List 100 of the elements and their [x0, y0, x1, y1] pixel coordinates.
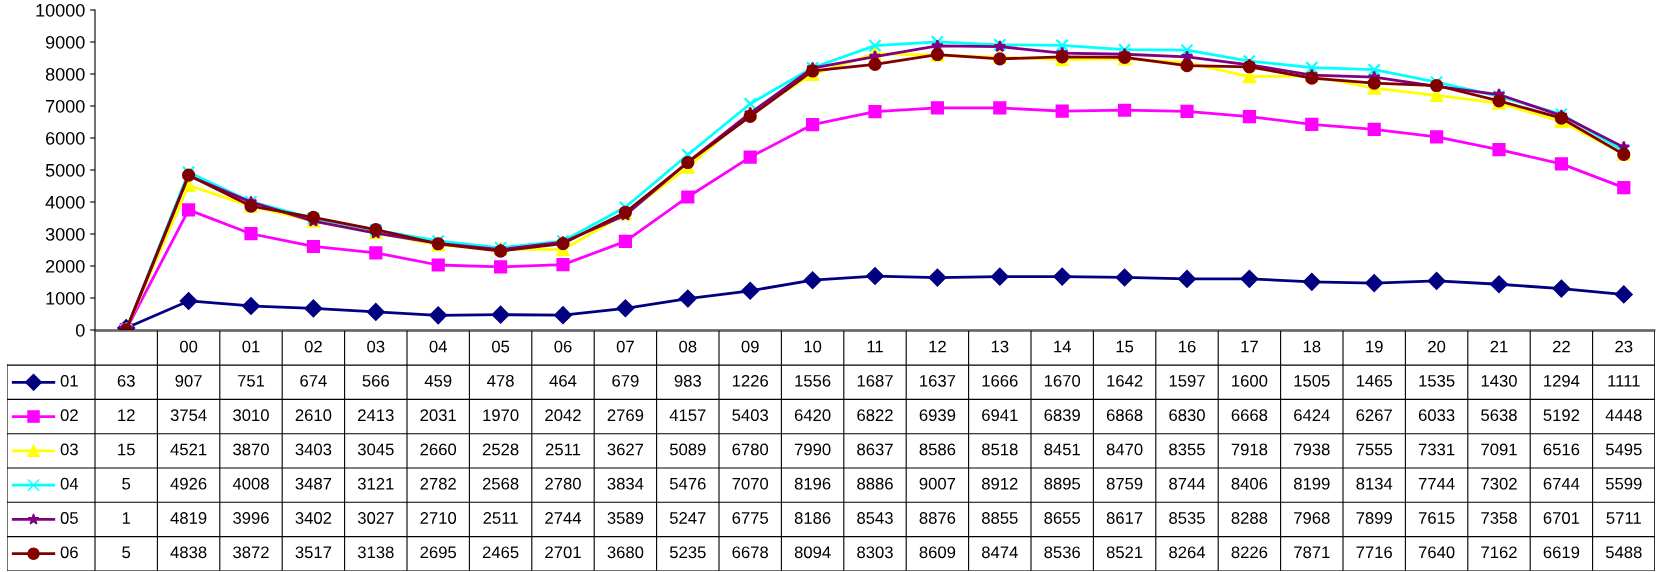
data-label: 3027 — [357, 512, 394, 524]
y-tick-label: 7000 — [46, 99, 85, 113]
data-label: 5403 — [732, 409, 769, 422]
data-label: 1 — [122, 512, 131, 524]
data-label: 5599 — [1605, 477, 1642, 490]
data-label: 3870 — [233, 443, 269, 456]
data-label: 1465 — [1356, 374, 1393, 387]
data-label: 1597 — [1169, 374, 1205, 387]
data-label: 7968 — [1294, 512, 1330, 524]
data-label: 2511 — [483, 512, 518, 524]
data-label: 1666 — [982, 374, 1018, 387]
data-label: 1505 — [1294, 374, 1330, 387]
y-tick-label: 4000 — [45, 195, 85, 209]
data-label: 7555 — [1356, 443, 1393, 456]
data-label: 7938 — [1294, 443, 1330, 456]
data-label: 3517 — [295, 546, 332, 559]
x-tick-label: 01 — [242, 340, 260, 353]
x-tick-label: 13 — [991, 340, 1009, 353]
data-label: 4819 — [170, 512, 207, 524]
data-label: 8759 — [1106, 477, 1143, 490]
data-label: 3402 — [295, 512, 332, 524]
data-label: 5089 — [669, 443, 706, 456]
data-label: 679 — [612, 374, 639, 387]
data-label: 1642 — [1107, 374, 1143, 387]
data-label: 8535 — [1169, 512, 1205, 524]
data-label: 6267 — [1356, 409, 1392, 422]
data-label: 8406 — [1231, 477, 1268, 490]
data-label: 674 — [300, 374, 327, 387]
legend-label: 04 — [60, 477, 79, 490]
data-label: 3138 — [357, 546, 394, 559]
data-label: 3627 — [607, 443, 644, 456]
data-label: 7162 — [1481, 546, 1517, 559]
data-label: 5488 — [1605, 546, 1642, 559]
data-label: 7899 — [1356, 512, 1392, 524]
y-tick-label: 5000 — [45, 163, 85, 177]
legend-label: 03 — [60, 443, 78, 456]
data-label: 6941 — [982, 409, 1018, 422]
data-label: 7302 — [1481, 477, 1517, 490]
data-label: 8470 — [1106, 443, 1143, 456]
data-label: 2413 — [358, 409, 394, 422]
data-label: 6033 — [1418, 409, 1455, 422]
data-label: 8288 — [1231, 512, 1268, 524]
data-label: 7358 — [1481, 512, 1517, 524]
data-label: 2031 — [420, 409, 456, 422]
data-label: 63 — [117, 374, 135, 387]
x-tick-label: 18 — [1303, 340, 1321, 353]
data-label: 478 — [487, 374, 514, 387]
data-label: 7640 — [1418, 546, 1455, 559]
data-label: 6424 — [1294, 409, 1330, 422]
legend-label: 02 — [60, 409, 78, 422]
data-label: 6668 — [1231, 409, 1268, 422]
data-label: 3754 — [170, 409, 207, 422]
data-label: 1687 — [857, 374, 893, 387]
x-tick-label: 20 — [1428, 340, 1446, 353]
data-label: 15 — [118, 443, 135, 456]
data-label: 907 — [175, 374, 202, 387]
data-label: 8186 — [794, 512, 831, 524]
data-label: 8609 — [919, 546, 956, 559]
data-label: 6775 — [732, 512, 769, 524]
data-label: 7070 — [732, 477, 769, 490]
data-label: 6839 — [1044, 409, 1080, 422]
data-label: 2660 — [420, 443, 457, 456]
x-tick-label: 00 — [179, 340, 198, 353]
x-tick-label: 21 — [1490, 340, 1508, 353]
data-label: 7615 — [1418, 512, 1455, 524]
data-label: 2744 — [545, 512, 582, 524]
data-label: 8303 — [857, 546, 893, 559]
data-label: 8355 — [1169, 443, 1205, 456]
data-label: 6780 — [732, 443, 769, 456]
data-label: 7716 — [1356, 546, 1393, 559]
y-tick-label: 0 — [75, 323, 85, 337]
data-label: 2782 — [420, 477, 456, 490]
data-label: 6619 — [1543, 546, 1580, 559]
x-tick-label: 15 — [1116, 340, 1134, 353]
x-tick-label: 10 — [804, 340, 822, 353]
data-label: 983 — [674, 374, 701, 387]
legend-label: 01 — [60, 374, 78, 387]
data-label: 8655 — [1044, 512, 1081, 524]
x-tick-label: 03 — [367, 340, 385, 353]
data-label: 5495 — [1605, 443, 1642, 456]
y-tick-label: 1000 — [46, 291, 85, 305]
y-tick-label: 6000 — [46, 131, 85, 145]
data-label: 8264 — [1169, 546, 1206, 559]
legend-label: 06 — [60, 546, 78, 559]
data-label: 2568 — [482, 477, 519, 490]
data-label: 9007 — [919, 477, 956, 490]
y-tick-label: 10000 — [36, 3, 85, 17]
x-tick-label: 04 — [429, 340, 447, 353]
data-label: 6678 — [732, 546, 769, 559]
data-label: 8196 — [794, 477, 831, 490]
x-tick-label: 23 — [1615, 340, 1633, 353]
data-label: 6830 — [1169, 409, 1205, 422]
data-label: 3121 — [357, 477, 394, 490]
data-label: 3403 — [295, 443, 332, 456]
data-label: 2042 — [545, 409, 581, 422]
y-tick-label: 3000 — [45, 227, 85, 241]
legend-label: 05 — [60, 512, 78, 524]
data-label: 5235 — [669, 546, 706, 559]
data-label: 8521 — [1106, 546, 1143, 559]
data-label: 1430 — [1481, 374, 1517, 387]
